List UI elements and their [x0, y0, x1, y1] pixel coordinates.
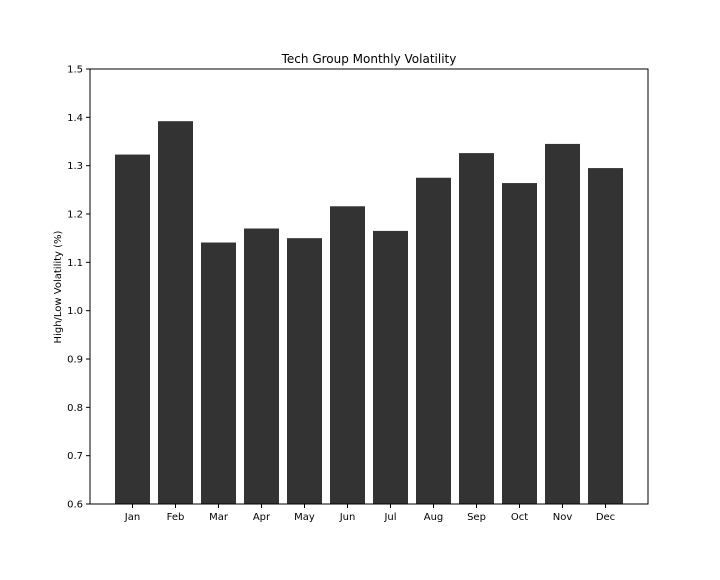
bar-may [287, 238, 322, 505]
y-axis: 0.6 0.7 0.8 0.9 1.0 1.1 1.2 1.3 1.4 1.5 [67, 65, 90, 511]
y-tick-label: 1.4 [67, 113, 83, 124]
x-tick-label: Sep [467, 512, 486, 523]
x-tick-label: Jan [124, 512, 140, 523]
bar-apr [244, 228, 279, 504]
y-tick-label: 0.8 [67, 403, 83, 414]
y-tick-label: 1.5 [67, 65, 83, 76]
plot-frame [89, 68, 649, 505]
x-tick-label: Aug [424, 512, 444, 523]
y-tick-label: 1.1 [67, 258, 83, 269]
x-tick-label: Apr [253, 512, 271, 523]
y-axis-label: High/Low Volatility (%) [53, 230, 64, 343]
chart-title: Tech Group Monthly Volatility [281, 52, 457, 66]
bar-jan [115, 154, 150, 505]
x-axis: Jan Feb Mar Apr May Jun Jul Aug Sep Oct Nov Dec [124, 504, 615, 523]
bar-mar [201, 242, 236, 504]
bar-jul [373, 230, 408, 505]
bar-sep [459, 153, 494, 504]
x-tick-label: Feb [167, 512, 185, 523]
y-tick-label: 0.7 [67, 451, 83, 462]
bar-oct [502, 183, 537, 504]
x-tick-label: Nov [553, 512, 573, 523]
x-tick-label: Jul [383, 512, 396, 523]
x-tick-label: Jun [339, 512, 356, 523]
bar-dec [588, 168, 623, 504]
bar-aug [416, 177, 451, 504]
bar-nov [545, 143, 580, 505]
y-tick-label: 0.6 [67, 500, 83, 511]
y-tick-label: 1.0 [67, 306, 83, 317]
x-tick-label: May [294, 512, 315, 523]
y-tick-label: 1.3 [67, 161, 83, 172]
y-tick-label: 1.2 [67, 210, 83, 221]
x-tick-label: Oct [511, 512, 528, 523]
bars-group [115, 121, 623, 505]
y-tick-label: 0.9 [67, 355, 83, 366]
x-tick-label: Dec [596, 512, 615, 523]
bar-jun [330, 206, 365, 504]
bar-feb [158, 121, 193, 504]
x-tick-label: Mar [209, 512, 229, 523]
